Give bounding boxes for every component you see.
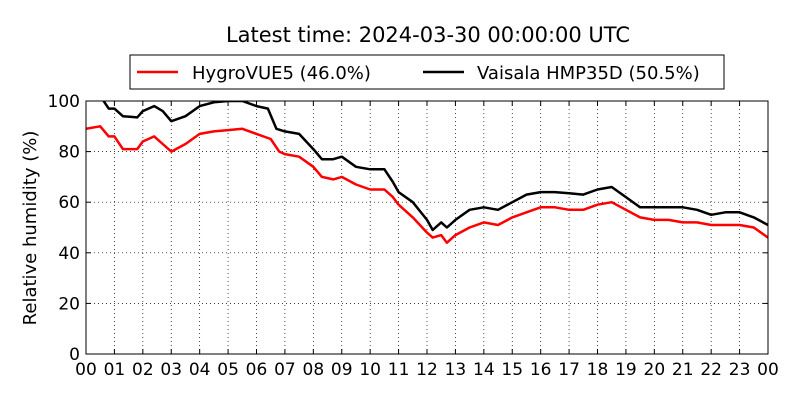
x-tick-label: 09: [331, 360, 353, 380]
legend-label-hygrovue5: HygroVUE5 (46.0%): [192, 63, 371, 84]
x-tick-label: 17: [558, 360, 580, 380]
y-tick-label: 40: [58, 244, 80, 264]
x-tick-label: 13: [445, 360, 467, 380]
x-tick-label: 20: [644, 360, 666, 380]
x-tick-label: 02: [132, 360, 154, 380]
x-tick-label: 14: [473, 360, 495, 380]
y-tick-label: 0: [69, 345, 80, 365]
series-line-1: [102, 101, 768, 232]
x-tick-label: 03: [160, 360, 182, 380]
legend-label-vaisala: Vaisala HMP35D (50.5%): [477, 63, 700, 84]
axis-ticks: 00 01 02 03 04 05 06 07 08 09 10 11 12 13 14 15 16 17 18 19…: [48, 92, 779, 380]
y-axis-label: Relative humidity (%): [20, 131, 41, 326]
x-tick-label: 15: [501, 360, 523, 380]
x-tick-label: 05: [217, 360, 239, 380]
y-tick-label: 100: [48, 92, 80, 112]
x-tick-label: 12: [416, 360, 438, 380]
series-line-0: [86, 125, 768, 244]
legend: HygroVUE5 (46.0%) Vaisala HMP35D (50.5%): [129, 54, 725, 90]
x-tick-label: 16: [530, 360, 552, 380]
x-tick-label: 08: [303, 360, 325, 380]
grid: [86, 101, 768, 354]
x-tick-label: 22: [700, 360, 722, 380]
x-tick-label: 00: [757, 360, 779, 380]
x-tick-label: 00: [75, 360, 97, 380]
x-tick-label: 01: [104, 360, 126, 380]
x-tick-label: 23: [729, 360, 751, 380]
x-tick-label: 04: [189, 360, 211, 380]
x-tick-label: 07: [274, 360, 296, 380]
y-tick-label: 60: [58, 193, 80, 213]
y-tick-label: 20: [58, 294, 80, 314]
plot-frame: [85, 100, 769, 355]
x-tick-label: 18: [587, 360, 609, 380]
y-tick-label: 80: [58, 143, 80, 163]
series-lines: [86, 101, 768, 244]
chart-title: Latest time: 2024-03-30 00:00:00 UTC: [226, 23, 630, 47]
x-tick-label: 21: [672, 360, 694, 380]
x-tick-label: 19: [615, 360, 637, 380]
x-tick-label: 10: [359, 360, 381, 380]
x-tick-label: 11: [388, 360, 410, 380]
x-tick-label: 06: [246, 360, 268, 380]
